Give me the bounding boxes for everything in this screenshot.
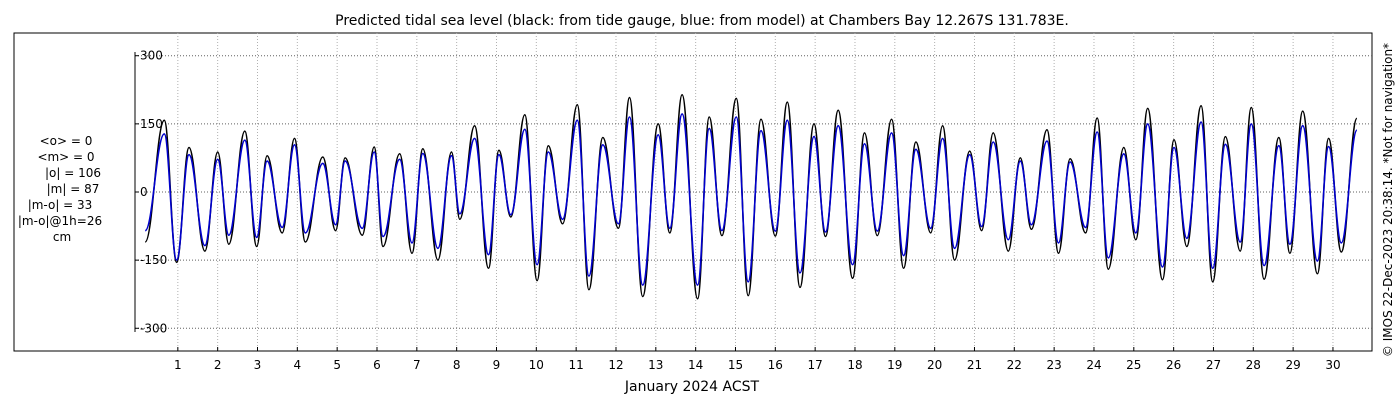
x-tick-label: 7 (413, 358, 421, 372)
x-tick-label: 3 (254, 358, 262, 372)
x-axis-label: January 2024 ACST (624, 379, 760, 395)
x-tick-label: 11 (569, 358, 584, 372)
x-tick-label: 5 (333, 358, 341, 372)
x-tick-label: 10 (529, 358, 544, 372)
y-tick-label: 150 (140, 117, 163, 131)
y-tick-label: 0 (140, 185, 148, 199)
x-tick-label: 27 (1206, 358, 1221, 372)
x-tick-label: 4 (294, 358, 302, 372)
x-tick-label: 1 (174, 358, 182, 372)
x-tick-label: 30 (1325, 358, 1340, 372)
grid-lines (135, 33, 1372, 351)
x-tick-label: 14 (688, 358, 703, 372)
stats-line: |m| = 87 (47, 182, 100, 196)
y-tick-label: 300 (140, 49, 163, 63)
chart-title: Predicted tidal sea level (black: from t… (335, 13, 1069, 29)
x-tick-label: 2 (214, 358, 222, 372)
x-tick-label: 24 (1086, 358, 1101, 372)
x-tick-label: 15 (728, 358, 743, 372)
series-line-model (144, 113, 1358, 286)
stats-line: cm (53, 230, 71, 244)
stats-line: <o> = 0 (40, 134, 93, 148)
x-tick-label: 17 (808, 358, 823, 372)
x-tick-label: 12 (608, 358, 623, 372)
x-tick-label: 29 (1285, 358, 1300, 372)
y-tick-label: -150 (140, 253, 167, 267)
x-axis-ticks: 1 2 3 4 5 6 7 8 9 10 11 12 13 14 15 16 17 18 19 20 21 22 23 24 2… (174, 347, 1341, 372)
x-tick-label: 13 (648, 358, 663, 372)
x-tick-label: 22 (1007, 358, 1022, 372)
x-tick-label: 20 (927, 358, 942, 372)
x-tick-label: 26 (1166, 358, 1181, 372)
stats-line: |m-o| = 33 (28, 198, 93, 212)
credit-text: © IMOS 22-Dec-2023 20:38:14. *Not for na… (1381, 43, 1395, 357)
x-tick-label: 28 (1246, 358, 1261, 372)
x-tick-label: 21 (967, 358, 982, 372)
stats-line: <m> = 0 (37, 150, 94, 164)
stats-line: |o| = 106 (45, 166, 101, 180)
x-tick-label: 6 (373, 358, 381, 372)
y-tick-label: -300 (140, 321, 167, 335)
stats-box: <o> = 0 <m> = 0 |o| = 106 |m| = 87 |m-o| = 3… (18, 134, 102, 244)
series-layer (144, 94, 1358, 300)
y-axis-ticks: -300 -150 0 150 300 (135, 49, 167, 335)
x-tick-label: 19 (887, 358, 902, 372)
x-tick-label: 16 (768, 358, 783, 372)
x-tick-label: 18 (847, 358, 862, 372)
x-tick-label: 8 (453, 358, 461, 372)
x-tick-label: 23 (1046, 358, 1061, 372)
x-tick-label: 9 (493, 358, 501, 372)
stats-line: |m-o|@1h=26 (18, 214, 102, 228)
x-tick-label: 25 (1126, 358, 1141, 372)
